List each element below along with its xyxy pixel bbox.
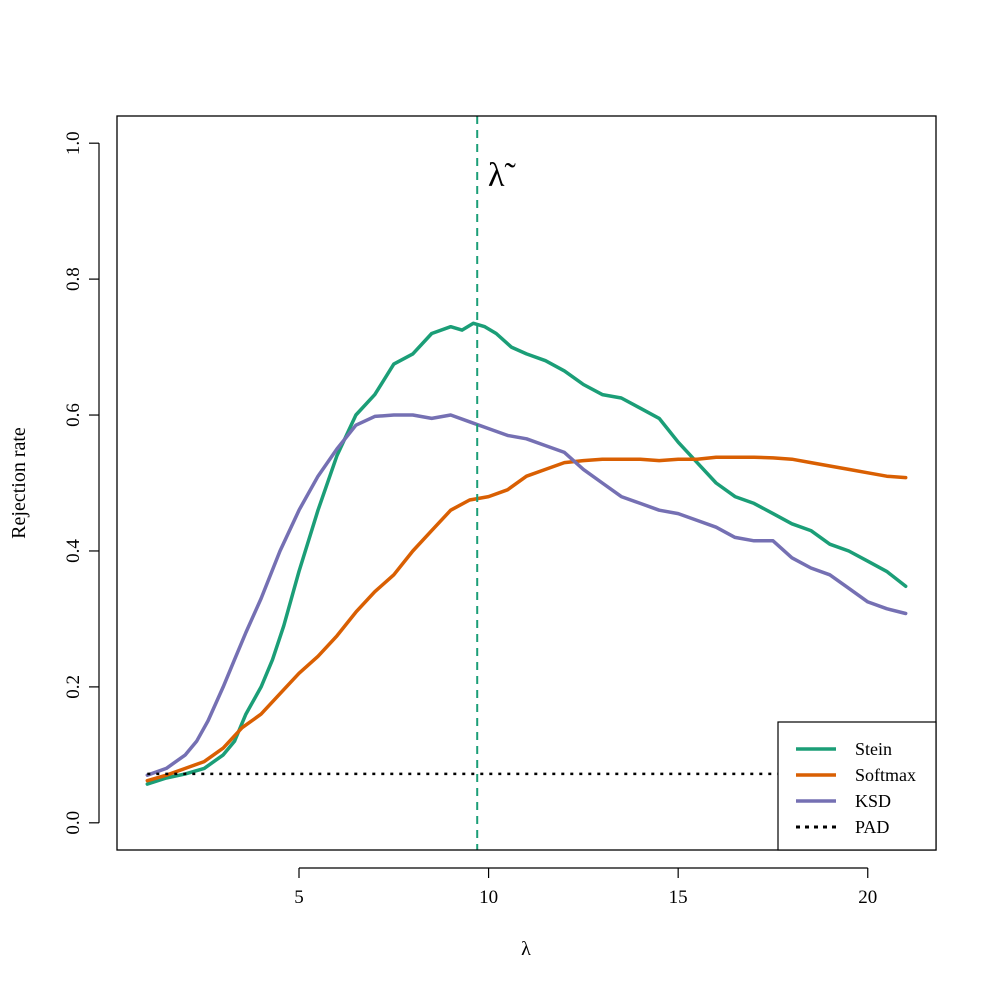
y-tick-label: 0.0 xyxy=(63,811,84,835)
y-tick-label: 0.6 xyxy=(63,403,84,427)
axis-layer: 5 10 15 20 0.0 0.2 0.4 0.6 0.8 1.0 xyxy=(63,115,937,908)
x-axis-title: λ xyxy=(521,938,531,960)
y-tick-label: 0.2 xyxy=(63,675,84,699)
series-line-ksd xyxy=(145,413,908,777)
legend-label-ksd: KSD xyxy=(855,791,891,811)
legend-box xyxy=(777,721,937,851)
legend-label-softmax: Softmax xyxy=(855,765,916,785)
legend-layer: Stein Softmax KSD PAD xyxy=(777,721,937,851)
x-tick-label: 20 xyxy=(858,887,877,908)
series-line-stein xyxy=(145,321,908,786)
y-tick-label: 0.8 xyxy=(63,267,84,291)
legend-label-pad: PAD xyxy=(855,817,889,837)
x-tick-label: 10 xyxy=(479,887,498,908)
x-tick-label: 15 xyxy=(669,887,688,908)
label-layer: λ Rejection rate λ̃ xyxy=(8,157,531,960)
x-tick-label: 5 xyxy=(294,887,304,908)
plot-frame xyxy=(116,115,937,851)
series-line-softmax xyxy=(145,455,908,783)
y-tick-label: 1.0 xyxy=(63,131,84,155)
legend-label-stein: Stein xyxy=(855,739,892,759)
series-layer xyxy=(145,116,908,850)
y-axis-title: Rejection rate xyxy=(8,427,30,539)
vline-annotation: λ̃ xyxy=(488,157,516,194)
y-tick-label: 0.4 xyxy=(63,539,84,563)
